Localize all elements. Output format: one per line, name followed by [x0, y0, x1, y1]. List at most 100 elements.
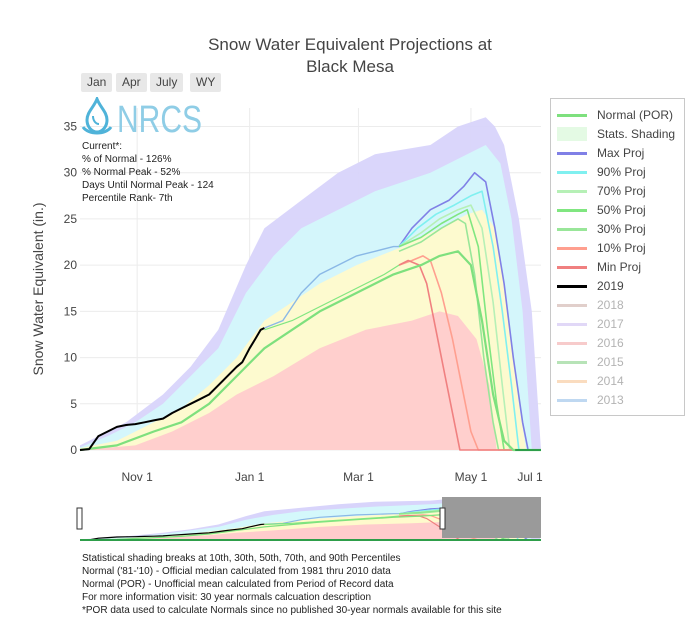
stats-line: Percentile Rank- 7th: [82, 193, 173, 204]
y-tick-label: 20: [64, 258, 78, 272]
legend-label: Stats. Shading: [597, 127, 676, 141]
x-tick-label: Mar 1: [343, 470, 374, 484]
chart-title-line-2: Black Mesa: [306, 57, 394, 76]
legend-swatch: [557, 399, 587, 402]
water-drop-icon: [85, 97, 109, 134]
y-tick-label: 5: [70, 397, 77, 411]
y-tick-label: 25: [64, 212, 78, 226]
current-stats: Current*: % of Normal - 126% % Normal Pe…: [82, 140, 214, 205]
legend-label: 2016: [597, 336, 624, 350]
navigator-handle-right[interactable]: [439, 507, 446, 530]
navigator-p10-band: [80, 522, 497, 540]
navigator-series: [79, 523, 265, 541]
footnote: Statistical shading breaks at 10th, 30th…: [82, 553, 401, 564]
range-button-wy[interactable]: WY: [190, 73, 222, 92]
footnotes: Statistical shading breaks at 10th, 30th…: [82, 552, 502, 617]
y-axis-title: Snow Water Equivalent (in.): [30, 203, 46, 376]
legend-item[interactable]: 2016: [557, 334, 683, 353]
legend-swatch: [557, 228, 587, 231]
legend-item[interactable]: 90% Proj: [557, 163, 683, 182]
range-button-jan[interactable]: Jan: [81, 73, 113, 92]
legend-label: 2019: [597, 279, 624, 293]
stats-line: % Normal Peak - 52%: [82, 167, 181, 178]
legend-item[interactable]: 70% Proj: [557, 182, 683, 201]
series-10-proj: [398, 255, 541, 451]
legend-label: 2017: [597, 317, 624, 331]
legend-label: 2018: [597, 298, 624, 312]
series-2019-tail-green: [264, 264, 400, 331]
legend-swatch: [557, 114, 587, 117]
legend-item[interactable]: 2017: [557, 315, 683, 334]
series-max-proj: [398, 171, 541, 451]
y-tick-label: 10: [64, 351, 78, 365]
legend-label: Normal (POR): [597, 108, 674, 122]
chart-legend: Normal (POR) Stats. Shading Max Proj 90% Pr…: [550, 98, 685, 416]
legend-swatch: [557, 152, 587, 155]
legend-item[interactable]: 10% Proj: [557, 239, 683, 258]
legend-item[interactable]: Stats. Shading: [557, 125, 683, 144]
series-30-proj: [398, 218, 541, 451]
legend-swatch: [557, 190, 587, 193]
legend-item[interactable]: 2014: [557, 372, 683, 391]
legend-swatch: [557, 323, 587, 326]
legend-swatch: [557, 361, 587, 364]
legend-label: 2015: [597, 355, 624, 369]
footnote: Normal (POR) - Unofficial mean calculate…: [82, 579, 394, 590]
navigator-mask: [442, 497, 541, 538]
legend-label: 2014: [597, 374, 624, 388]
legend-swatch: [557, 380, 587, 383]
y-tick-label: 35: [64, 119, 78, 133]
series-min-proj: [398, 259, 541, 451]
y-tick-label: 15: [64, 304, 78, 318]
legend-item[interactable]: 2019: [557, 277, 683, 296]
legend-item[interactable]: Max Proj: [557, 144, 683, 163]
legend-item[interactable]: Normal (POR): [557, 106, 683, 125]
chart-title-line-1: Snow Water Equivalent Projections at: [208, 35, 492, 54]
legend-item[interactable]: 2018: [557, 296, 683, 315]
series-90-proj: [398, 190, 541, 451]
y-tick-label: 0: [70, 443, 77, 457]
stats-heading: Current*:: [82, 141, 123, 152]
legend-label: 10% Proj: [597, 241, 646, 255]
legend-item[interactable]: 2015: [557, 353, 683, 372]
legend-item[interactable]: 30% Proj: [557, 220, 683, 239]
x-tick-label: May 1: [455, 470, 488, 484]
legend-label: Min Proj: [597, 260, 642, 274]
logo-text: NRCS: [117, 99, 202, 137]
legend-swatch: [557, 304, 587, 307]
legend-swatch: [557, 247, 587, 250]
stats-line: Days Until Normal Peak - 124: [82, 180, 214, 191]
chart-title: Snow Water Equivalent Projections at Bla…: [150, 34, 550, 78]
nrcs-logo: NRCS: [81, 97, 202, 137]
range-button-apr[interactable]: Apr: [116, 73, 147, 92]
stats-line: % of Normal - 126%: [82, 154, 172, 165]
navigator-series: [264, 513, 399, 525]
legend-item[interactable]: Min Proj: [557, 258, 683, 277]
range-button-july[interactable]: July: [150, 73, 184, 92]
series-2019: [79, 327, 265, 451]
y-tick-label: 30: [64, 166, 78, 180]
x-tick-label: Jul 1: [517, 470, 543, 484]
legend-item[interactable]: 2013: [557, 391, 683, 410]
legend-label: 70% Proj: [597, 184, 646, 198]
legend-swatch: [557, 342, 587, 345]
x-tick-label: Nov 1: [121, 470, 153, 484]
navigator-series: [398, 514, 541, 541]
navigator-handle-left[interactable]: [76, 507, 83, 530]
legend-swatch: [557, 171, 587, 174]
navigator-series: [264, 515, 400, 526]
legend-label: 30% Proj: [597, 222, 646, 236]
p10-band: [80, 311, 497, 450]
footnote: Normal ('81-'10) - Official median calcu…: [82, 566, 391, 577]
legend-swatch: [557, 209, 587, 212]
footnote: *POR data used to calculate Normals sinc…: [82, 605, 502, 616]
legend-item[interactable]: 50% Proj: [557, 201, 683, 220]
legend-swatch: [557, 127, 587, 141]
series-70-proj: [398, 204, 541, 451]
legend-label: 2013: [597, 393, 624, 407]
legend-swatch: [557, 266, 587, 269]
legend-swatch: [557, 285, 587, 288]
legend-label: 90% Proj: [597, 165, 646, 179]
legend-label: Max Proj: [597, 146, 645, 160]
